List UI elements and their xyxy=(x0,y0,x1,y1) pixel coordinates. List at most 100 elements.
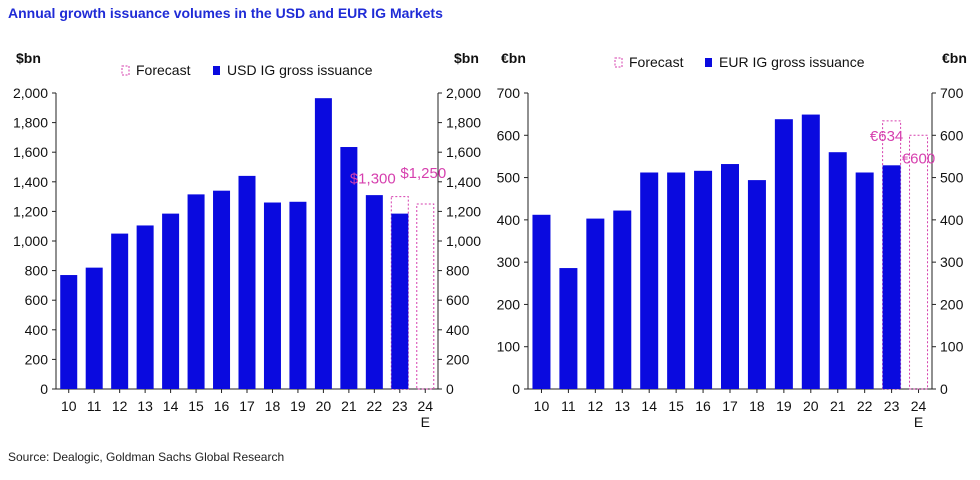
x-tick-label: 14 xyxy=(641,398,657,414)
forecast-bar xyxy=(416,203,435,390)
y-tick-label-right: 300 xyxy=(940,254,964,270)
y-tick-label-right: 200 xyxy=(446,351,470,367)
issuance-bar xyxy=(187,194,205,389)
y-tick-label-left: 400 xyxy=(25,322,49,338)
issuance-bar xyxy=(774,119,793,390)
y-tick-label-left: 1,400 xyxy=(13,174,48,190)
y-tick-label-right: 700 xyxy=(940,85,964,101)
legend-forecast-label: Forecast xyxy=(136,62,191,78)
issuance-bar xyxy=(136,225,154,389)
issuance-bar xyxy=(340,147,358,389)
y-tick-label-right: 200 xyxy=(940,296,964,312)
issuance-bar xyxy=(855,172,874,389)
x-tick-label: 12 xyxy=(588,398,604,414)
y-tick-label-left: 0 xyxy=(512,381,520,397)
legend-forecast-label: Forecast xyxy=(629,54,684,70)
issuance-bar xyxy=(801,114,820,390)
y-tick-label-left: 2,000 xyxy=(13,85,48,101)
x-tick-label: 24 xyxy=(911,398,927,414)
y-tick-label-left: 500 xyxy=(497,170,521,186)
issuance-bar xyxy=(365,195,383,389)
x-tick-label: 11 xyxy=(561,398,576,414)
y-tick-label-right: 500 xyxy=(940,170,964,186)
x-tick-label: 22 xyxy=(367,398,383,414)
source-note: Source: Dealogic, Goldman Sachs Global R… xyxy=(8,450,285,464)
x-tick-label: 18 xyxy=(265,398,281,414)
issuance-bar xyxy=(111,233,129,389)
x-tick-label: 15 xyxy=(668,398,684,414)
issuance-bar xyxy=(60,275,78,389)
issuance-bar xyxy=(586,218,605,389)
y-tick-label-right: 400 xyxy=(446,322,470,338)
x-tick-sublabel: E xyxy=(914,414,923,430)
x-tick-label: 23 xyxy=(392,398,408,414)
issuance-bar xyxy=(828,152,847,389)
issuance-bar xyxy=(640,172,659,389)
y-axis-unit-left: €bn xyxy=(501,50,526,66)
y-tick-label-left: 1,200 xyxy=(13,203,48,219)
issuance-bar xyxy=(238,175,256,389)
y-tick-label-right: 600 xyxy=(446,292,470,308)
y-tick-label-left: 400 xyxy=(497,212,521,228)
y-tick-label-left: 1,000 xyxy=(13,233,48,249)
x-tick-label: 14 xyxy=(163,398,179,414)
y-tick-label-right: 600 xyxy=(940,127,964,143)
x-tick-label: 20 xyxy=(803,398,819,414)
x-tick-label: 12 xyxy=(112,398,128,414)
y-tick-label-right: 0 xyxy=(940,381,948,397)
issuance-bar xyxy=(613,210,632,389)
y-tick-label-right: 1,600 xyxy=(446,144,481,160)
y-tick-label-right: 100 xyxy=(940,339,964,355)
forecast-bar xyxy=(909,134,929,390)
x-tick-label: 19 xyxy=(776,398,792,414)
y-tick-label-right: 800 xyxy=(446,263,470,279)
legend-forecast-swatch xyxy=(614,57,623,68)
issuance-bar xyxy=(263,202,281,389)
y-tick-label-left: 200 xyxy=(25,351,49,367)
x-tick-label: 18 xyxy=(749,398,765,414)
chart-title: Annual growth issuance volumes in the US… xyxy=(8,5,443,21)
y-tick-label-right: 1,400 xyxy=(446,174,481,190)
x-tick-label: 24 xyxy=(417,398,433,414)
y-tick-label-right: 2,000 xyxy=(446,85,481,101)
x-tick-label: 17 xyxy=(239,398,255,414)
x-tick-label: 10 xyxy=(534,398,550,414)
y-tick-label-left: 1,600 xyxy=(13,144,48,160)
issuance-bar xyxy=(162,213,180,389)
y-tick-label-right: 400 xyxy=(940,212,964,228)
y-tick-label-left: 100 xyxy=(497,339,521,355)
x-tick-label: 17 xyxy=(722,398,738,414)
issuance-bar xyxy=(882,165,901,389)
issuance-bar xyxy=(314,98,332,390)
x-tick-label: 19 xyxy=(290,398,306,414)
x-tick-label: 22 xyxy=(857,398,873,414)
x-tick-label: 13 xyxy=(614,398,630,414)
y-tick-label-right: 1,800 xyxy=(446,115,481,131)
issuance-bar xyxy=(391,213,409,389)
legend-actual-swatch xyxy=(705,58,712,67)
x-tick-sublabel: E xyxy=(421,414,430,430)
y-tick-label-left: 800 xyxy=(25,263,49,279)
issuance-bar xyxy=(85,267,103,389)
x-tick-label: 23 xyxy=(884,398,900,414)
x-tick-label: 10 xyxy=(61,398,77,414)
forecast-value-label: $1,300 xyxy=(350,171,396,188)
forecast-value-label: $1,250 xyxy=(400,165,446,182)
y-tick-label-left: 600 xyxy=(25,292,49,308)
y-tick-label-right: 1,000 xyxy=(446,233,481,249)
x-tick-label: 11 xyxy=(87,398,102,414)
x-tick-label: 15 xyxy=(188,398,204,414)
x-tick-label: 16 xyxy=(695,398,711,414)
x-tick-label: 20 xyxy=(316,398,332,414)
x-tick-label: 13 xyxy=(137,398,153,414)
issuance-bar xyxy=(667,172,686,389)
y-tick-label-left: 200 xyxy=(497,296,521,312)
y-axis-unit-right: $bn xyxy=(454,50,479,66)
x-tick-label: 21 xyxy=(830,398,846,414)
issuance-bar xyxy=(289,201,307,389)
issuance-bar xyxy=(213,190,231,389)
y-tick-label-left: 1,800 xyxy=(13,115,48,131)
x-tick-label: 21 xyxy=(341,398,357,414)
usd-issuance-chart: 0 0 200 200 400 400 600 600 800 800 1,000 1,000 1,20… xyxy=(13,50,481,430)
